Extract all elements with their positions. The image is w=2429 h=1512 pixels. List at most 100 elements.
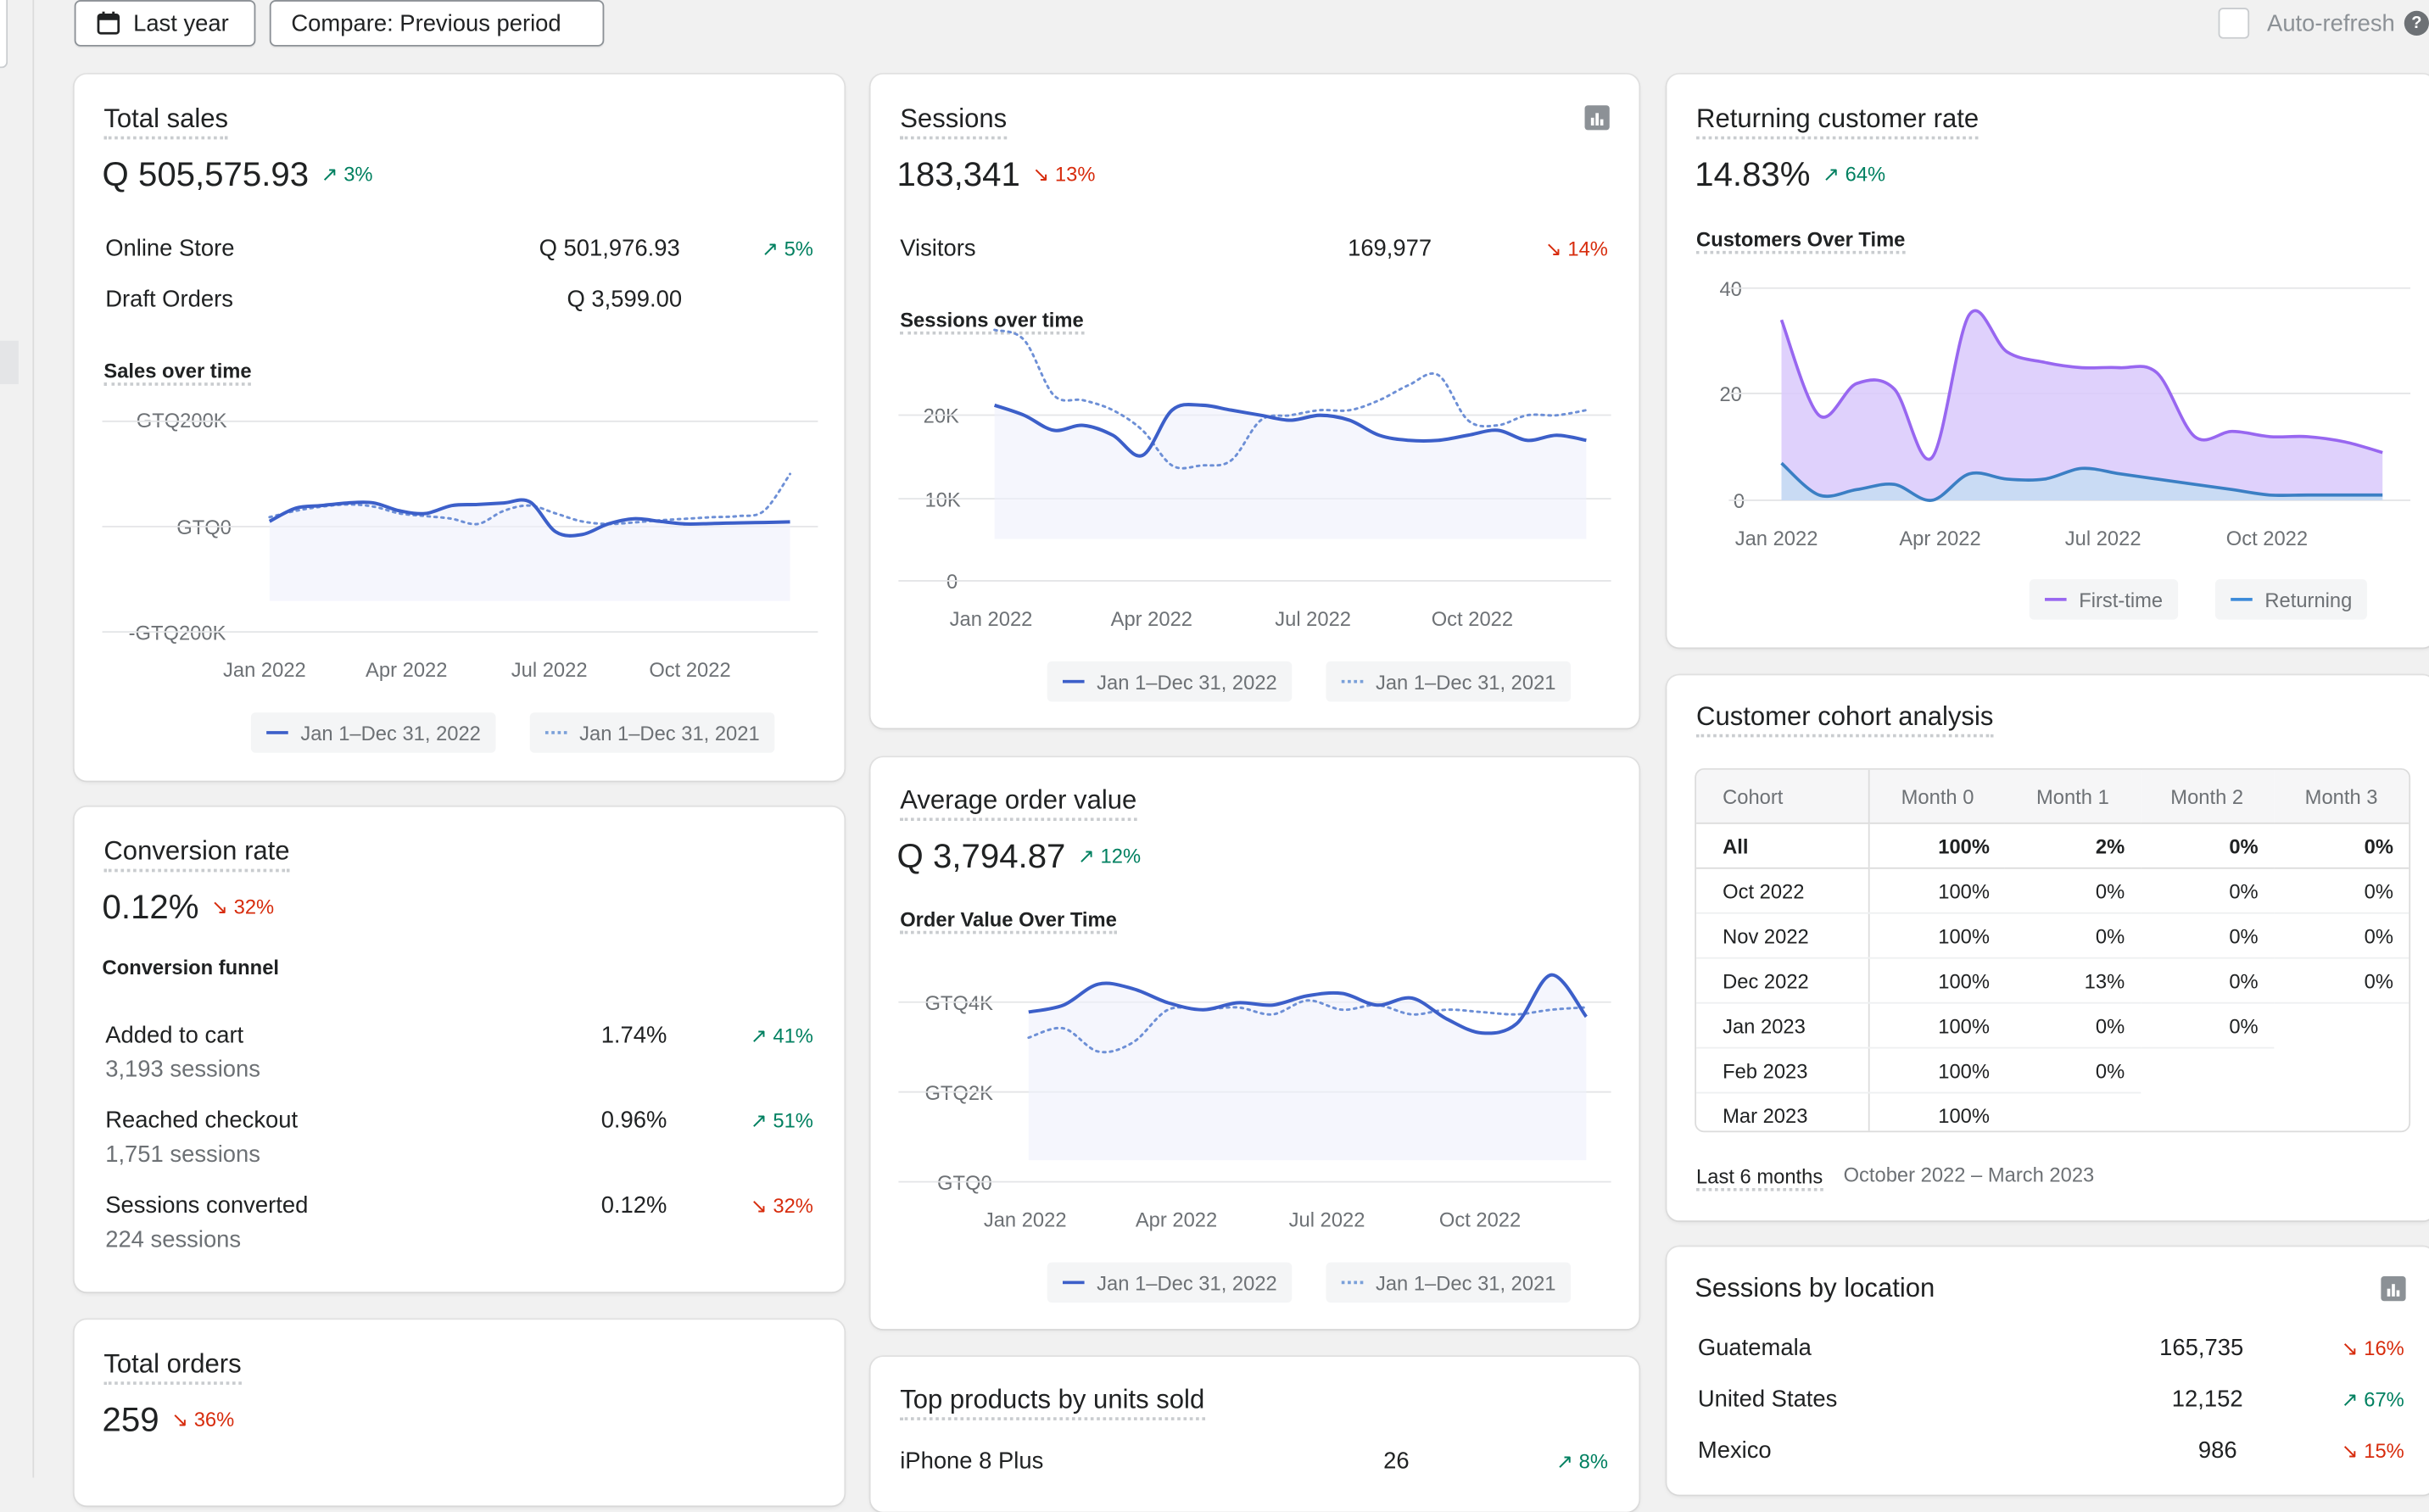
draft-orders-value: Q 3,599.00: [567, 286, 683, 313]
cohort-cell: 0%: [2140, 868, 2274, 914]
auto-refresh-label: Auto-refresh: [2267, 9, 2395, 36]
total-sales-title[interactable]: Total sales: [103, 103, 229, 140]
total-sales-amount: Q 505,575.93: [102, 154, 310, 194]
sessions-by-location-card: Sessions by location Guatemala 165,735 ↘…: [1667, 1247, 2429, 1495]
cohort-cell: 100%: [1868, 1002, 2006, 1049]
added-to-cart-sessions: 3,193 sessions: [105, 1056, 260, 1083]
cohort-cell: Jan 2023: [1696, 1002, 1869, 1049]
aov-title[interactable]: Average order value: [900, 785, 1137, 822]
customers-y-tick-1: 20: [1719, 382, 1742, 406]
top-products-card: Top products by units sold iPhone 8 Plus…: [870, 1357, 1639, 1512]
sales-x-tick-2: Jul 2022: [511, 658, 588, 682]
added-to-cart-value: 1.74%: [600, 1022, 667, 1049]
legend-returning[interactable]: Returning: [2214, 579, 2368, 620]
cohort-row: Mar 2023 100%: [1696, 1092, 2409, 1131]
customers-chart-title[interactable]: Customers Over Time: [1696, 228, 1906, 254]
sales-chart: [102, 420, 818, 633]
location-name: Mexico: [1697, 1437, 1772, 1465]
series-line-previous: [268, 472, 791, 526]
top-product-name: iPhone 8 Plus: [900, 1448, 1044, 1475]
series-area: [1028, 974, 1587, 1161]
location-sessions: 165,735: [2159, 1335, 2244, 1362]
conversion-title[interactable]: Conversion rate: [103, 836, 290, 873]
cohort-cell: Nov 2022: [1696, 912, 1869, 959]
sales-legend-previous[interactable]: Jan 1–Dec 31, 2021: [529, 712, 775, 753]
cohort-cell: [2005, 1092, 2141, 1131]
conversion-rate-card: Conversion rate 0.12% ↘ 32% Conversion fu…: [74, 806, 845, 1292]
date-range-label: Last year: [133, 9, 229, 36]
sessions-converted-sessions: 224 sessions: [105, 1226, 242, 1253]
sessions-x-tick-2: Jul 2022: [1275, 607, 1352, 631]
sessions-chart-title[interactable]: Sessions over time: [900, 308, 1084, 335]
compare-label: Compare: Previous period: [291, 9, 561, 36]
cohort-header-cell: Month 3: [2273, 769, 2409, 824]
sales-chart-title[interactable]: Sales over time: [103, 360, 252, 386]
aov-legend-current[interactable]: Jan 1–Dec 31, 2022: [1047, 1262, 1293, 1303]
cohort-cell: 0%: [2273, 957, 2409, 1004]
cohort-cell: 100%: [1868, 1092, 2006, 1131]
cohort-period-range: October 2022 – March 2023: [1843, 1163, 2095, 1187]
sessions-legend-previous[interactable]: Jan 1–Dec 31, 2021: [1326, 661, 1572, 702]
date-range-button[interactable]: Last year: [74, 0, 256, 47]
cohort-cell: 100%: [1868, 957, 2006, 1004]
cohort-cell: 0%: [2273, 868, 2409, 914]
aov-x-tick-3: Oct 2022: [1438, 1208, 1522, 1232]
cohort-table-wrap: Cohort Month 0 Month 1 Month 2 Month 3 All 100…: [1695, 767, 2411, 1133]
reached-checkout-change: ↗ 51%: [750, 1108, 813, 1133]
cohort-card: Customer cohort analysis Cohort Month 0 Mo…: [1667, 675, 2429, 1221]
aov-chart-title[interactable]: Order Value Over Time: [900, 907, 1117, 935]
cohort-period-label[interactable]: Last 6 months: [1696, 1165, 1823, 1191]
cohort-cell: 0%: [2140, 957, 2274, 1004]
legend-first-time[interactable]: First-time: [2029, 579, 2179, 620]
sessions-converted-change: ↘ 32%: [750, 1194, 813, 1218]
added-to-cart-label: Added to cart: [105, 1022, 244, 1049]
aov-legend-previous[interactable]: Jan 1–Dec 31, 2021: [1326, 1262, 1572, 1303]
bar-chart-icon[interactable]: [1584, 105, 1610, 131]
customers-x-tick-2: Jul 2022: [2064, 527, 2141, 550]
auto-refresh-checkbox[interactable]: [2219, 8, 2250, 39]
compare-button[interactable]: Compare: Previous period: [269, 0, 605, 47]
total-orders-card: Total orders 259 ↘ 36%: [74, 1320, 845, 1506]
aov-change: ↗ 12%: [1078, 844, 1142, 868]
cohort-cell: [2273, 1092, 2409, 1131]
series-area: [994, 405, 1587, 539]
first-time-line: [1779, 309, 2383, 461]
total-orders-change: ↘ 36%: [171, 1408, 235, 1431]
aov-x-tick-0: Jan 2022: [983, 1208, 1067, 1232]
conversion-change: ↘ 32%: [211, 895, 275, 919]
location-name: United States: [1697, 1386, 1838, 1413]
cohort-cell: 0%: [2005, 1047, 2141, 1094]
conversion-amount: 0.12%: [102, 887, 199, 927]
cohort-cell: [2140, 1092, 2274, 1131]
cohort-cell: 100%: [1868, 912, 2006, 959]
top-products-title[interactable]: Top products by units sold: [900, 1385, 1205, 1420]
sessions-chart: [898, 328, 1611, 582]
sales-y-tick-2: -GTQ200K: [128, 621, 226, 644]
cohort-cell: 0%: [2005, 868, 2141, 914]
cohort-cell: [2140, 1047, 2274, 1093]
cohort-cell: Oct 2022: [1696, 868, 1869, 914]
total-orders-title[interactable]: Total orders: [103, 1349, 242, 1385]
cohort-cell: 100%: [1868, 1047, 2006, 1094]
sessions-legend-current[interactable]: Jan 1–Dec 31, 2022: [1047, 661, 1293, 702]
legend-label: Jan 1–Dec 31, 2022: [1097, 669, 1277, 694]
sessions-converted-label: Sessions converted: [105, 1192, 309, 1219]
cohort-row: Dec 2022 100% 13% 0% 0%: [1696, 957, 2409, 1004]
sessions-x-tick-1: Apr 2022: [1110, 607, 1193, 631]
customers-x-tick-3: Oct 2022: [2225, 527, 2309, 550]
auto-refresh-toggle[interactable]: Auto-refresh ?: [2219, 8, 2429, 39]
nav-edge-handle[interactable]: [0, 0, 8, 69]
sales-x-tick-0: Jan 2022: [223, 658, 306, 682]
sales-legend-current[interactable]: Jan 1–Dec 31, 2022: [250, 712, 497, 753]
customers-x-tick-1: Apr 2022: [1899, 527, 1981, 550]
online-store-label: Online Store: [105, 235, 235, 262]
aov-y-tick-0: GTQ4K: [924, 990, 993, 1015]
bar-chart-icon[interactable]: [2381, 1276, 2406, 1302]
help-icon[interactable]: ?: [2404, 10, 2429, 36]
returning-change: ↗ 64%: [1823, 162, 1886, 187]
cohort-cell: 0%: [2273, 912, 2409, 959]
cohort-title[interactable]: Customer cohort analysis: [1696, 701, 1994, 738]
returning-customer-card: Returning customer rate 14.83% ↗ 64% Cust…: [1667, 74, 2429, 648]
returning-title[interactable]: Returning customer rate: [1696, 103, 1979, 140]
sessions-title[interactable]: Sessions: [900, 103, 1008, 140]
